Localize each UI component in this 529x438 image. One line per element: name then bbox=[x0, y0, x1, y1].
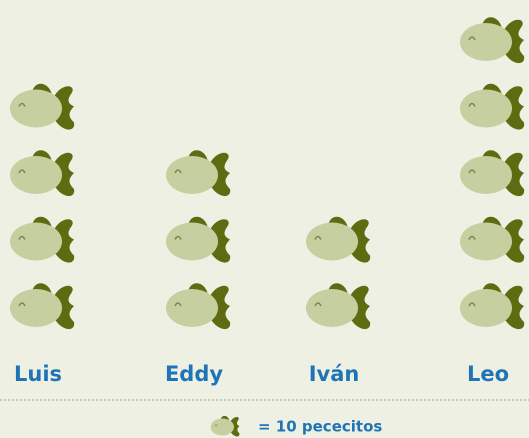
fish-tail bbox=[54, 219, 75, 263]
fish-body bbox=[460, 289, 512, 327]
fish-icon bbox=[460, 283, 525, 330]
fish-icon bbox=[306, 283, 371, 330]
fish-eye bbox=[18, 302, 26, 307]
fish-tail bbox=[210, 152, 231, 197]
fish-icon bbox=[460, 216, 525, 263]
fish-body bbox=[306, 222, 358, 261]
category-label: Iván bbox=[309, 362, 360, 386]
fish-body bbox=[10, 156, 62, 194]
fish-eye bbox=[18, 102, 26, 107]
fish-eye bbox=[468, 36, 476, 41]
fish-icon bbox=[210, 415, 240, 437]
fish-eye bbox=[174, 302, 182, 307]
fish-tail bbox=[504, 86, 525, 130]
fish-eye bbox=[468, 169, 476, 174]
fish-eye bbox=[18, 169, 26, 174]
fish-eye bbox=[174, 235, 182, 240]
fish-eye bbox=[214, 424, 218, 427]
fish-tail bbox=[210, 219, 231, 263]
fish-tail bbox=[504, 285, 525, 330]
fish-icon bbox=[166, 216, 231, 263]
fish-eye bbox=[468, 102, 476, 107]
fish-icon bbox=[10, 150, 75, 197]
fish-body bbox=[166, 222, 218, 261]
fish-icon bbox=[460, 150, 525, 197]
fish-tail bbox=[350, 285, 371, 330]
fish-tail bbox=[230, 416, 240, 437]
fish-icon bbox=[10, 283, 75, 330]
category-label: Leo bbox=[467, 362, 509, 386]
fish-body bbox=[210, 418, 234, 436]
fish-tail bbox=[504, 219, 525, 263]
fish-icon bbox=[460, 83, 525, 130]
fish-icon bbox=[306, 216, 371, 263]
fish-body bbox=[460, 156, 512, 194]
fish-eye bbox=[468, 302, 476, 307]
fish-body bbox=[10, 289, 62, 327]
fish-body bbox=[460, 222, 512, 261]
fish-tail bbox=[350, 219, 371, 263]
fish-body bbox=[166, 156, 218, 194]
category-label: Luis bbox=[14, 362, 62, 386]
fish-eye bbox=[314, 235, 322, 240]
category-label: Eddy bbox=[165, 362, 223, 386]
fish-body bbox=[166, 289, 218, 327]
fish-icon bbox=[10, 83, 75, 130]
fish-eye bbox=[314, 302, 322, 307]
fish-body bbox=[10, 222, 62, 261]
fish-tail bbox=[504, 19, 525, 64]
fish-body bbox=[460, 89, 512, 128]
fish-body bbox=[10, 89, 62, 128]
fish-icon bbox=[10, 216, 75, 263]
fish-tail bbox=[54, 152, 75, 197]
fish-eye bbox=[18, 235, 26, 240]
fish-body bbox=[460, 23, 512, 61]
fish-icon bbox=[460, 17, 525, 64]
fish-tail bbox=[54, 285, 75, 330]
fish-tail bbox=[504, 152, 525, 197]
fish-body bbox=[306, 289, 358, 327]
fish-tail bbox=[210, 285, 231, 330]
fish-eye bbox=[174, 169, 182, 174]
fish-icon bbox=[166, 150, 231, 197]
fish-tail bbox=[54, 86, 75, 130]
fish-eye bbox=[468, 235, 476, 240]
legend-label: = 10 pececitos bbox=[258, 418, 382, 436]
fish-icon bbox=[166, 283, 231, 330]
